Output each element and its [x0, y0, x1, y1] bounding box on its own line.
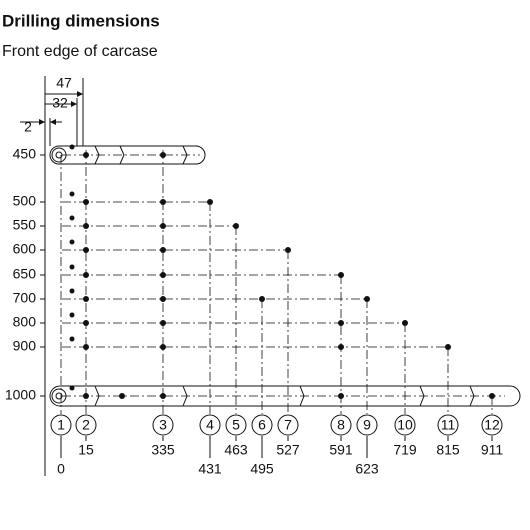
drill-hole	[83, 393, 89, 399]
drill-hole	[160, 152, 166, 158]
column-position: 911	[481, 442, 504, 458]
column-marker	[152, 414, 174, 436]
row-label: 500	[13, 193, 37, 209]
column-marker	[437, 414, 459, 436]
column-number: 12	[484, 417, 500, 433]
drill-hole	[160, 344, 166, 350]
column-position: 623	[355, 461, 379, 477]
column-position: 495	[250, 461, 274, 477]
column-position: 431	[198, 461, 222, 477]
edge-hole	[69, 288, 75, 294]
column-position: 591	[329, 442, 353, 458]
edge-hole	[69, 264, 75, 270]
row-label: 650	[13, 266, 37, 282]
drill-hole	[160, 223, 166, 229]
column-marker	[75, 414, 97, 436]
drill-hole	[83, 223, 89, 229]
drill-hole	[207, 199, 213, 205]
edge-hole	[69, 215, 75, 221]
row-label: 800	[13, 314, 37, 330]
column-position: 815	[436, 442, 460, 458]
column-position: 0	[57, 461, 65, 477]
column-number: 8	[337, 417, 345, 433]
column-position: 15	[78, 442, 94, 458]
column-position: 719	[393, 442, 417, 458]
drill-hole	[83, 199, 89, 205]
column-marker	[199, 414, 221, 436]
column-marker	[50, 414, 72, 436]
column-number: 6	[258, 417, 266, 433]
column-position: 335	[151, 442, 175, 458]
drill-hole	[119, 393, 125, 399]
column-marker	[251, 414, 273, 436]
drill-hole	[338, 393, 344, 399]
edge-hole	[69, 239, 75, 245]
column-marker	[356, 414, 378, 436]
drill-hole	[285, 247, 291, 253]
row-label: 450	[13, 146, 37, 162]
drill-hole	[160, 320, 166, 326]
drill-hole	[233, 223, 239, 229]
column-marker	[277, 414, 299, 436]
column-position: 527	[276, 442, 300, 458]
column-number: 3	[159, 417, 167, 433]
row-label: 700	[13, 290, 37, 306]
drill-hole	[160, 272, 166, 278]
drill-hole	[83, 247, 89, 253]
drill-hole	[489, 393, 495, 399]
column-number: 1	[57, 417, 65, 433]
column-number: 11	[441, 417, 456, 433]
column-number: 5	[232, 417, 240, 433]
row-label: 550	[13, 217, 37, 233]
title: Drilling dimensions	[2, 11, 160, 30]
drill-hole	[338, 344, 344, 350]
row-label: 600	[13, 241, 37, 257]
drill-hole	[338, 320, 344, 326]
drill-hole	[160, 247, 166, 253]
drill-hole	[83, 152, 89, 158]
drill-hole	[83, 344, 89, 350]
drill-hole	[259, 296, 265, 302]
edge-hole	[69, 312, 75, 318]
column-number: 7	[284, 417, 292, 433]
dimension-label: 2	[24, 119, 32, 135]
column-number: 10	[397, 417, 413, 433]
row-label: 900	[13, 338, 37, 354]
edge-hole	[69, 385, 75, 391]
drill-hole	[83, 272, 89, 278]
drill-hole	[160, 393, 166, 399]
column-number: 4	[206, 417, 214, 433]
drill-hole	[160, 296, 166, 302]
drill-hole	[402, 320, 408, 326]
edge-hole	[69, 336, 75, 342]
dimension-label: 32	[52, 95, 68, 111]
edge-hole	[69, 144, 75, 150]
subtitle: Front edge of carcase	[2, 43, 158, 60]
dimension-lines	[20, 78, 84, 146]
column-position: 463	[224, 442, 248, 458]
drill-hole	[338, 272, 344, 278]
drill-hole	[160, 199, 166, 205]
column-marker	[394, 414, 416, 436]
row-label: 1000	[5, 387, 36, 403]
drill-hole	[83, 320, 89, 326]
drill-hole	[445, 344, 451, 350]
column-number: 9	[363, 417, 371, 433]
dimension-label: 47	[56, 75, 72, 91]
column-marker	[225, 414, 247, 436]
column-number: 2	[82, 417, 90, 433]
edge-hole	[69, 191, 75, 197]
drill-hole	[364, 296, 370, 302]
drill-hole	[83, 296, 89, 302]
column-marker	[330, 414, 352, 436]
column-marker	[481, 414, 503, 436]
